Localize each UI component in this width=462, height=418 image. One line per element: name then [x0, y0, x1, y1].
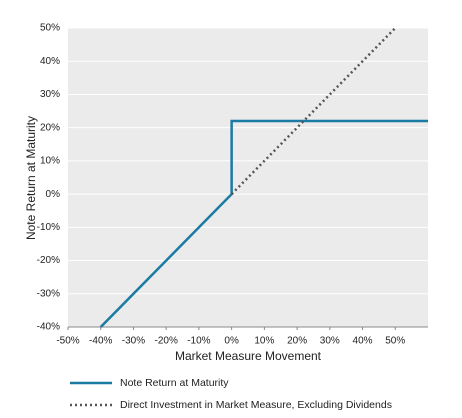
x-tick-label: 30%	[320, 336, 340, 347]
y-tick-label: 40%	[40, 56, 60, 67]
legend-label: Direct Investment in Market Measure, Exc…	[120, 399, 392, 411]
x-tick-label: -40%	[89, 336, 112, 347]
y-tick-label: 20%	[40, 122, 60, 133]
y-tick-label: -30%	[37, 288, 60, 299]
plot-area	[68, 28, 428, 327]
legend-label: Note Return at Maturity	[120, 377, 229, 389]
x-tick-label: 20%	[287, 336, 307, 347]
y-tick-label: -40%	[37, 322, 60, 333]
x-tick-label: -20%	[155, 336, 178, 347]
y-axis-title: Note Return at Maturity	[24, 116, 38, 240]
x-tick-label: 40%	[353, 336, 373, 347]
x-axis-title: Market Measure Movement	[175, 349, 322, 363]
series-line	[99, 119, 428, 328]
x-tick-label: -30%	[122, 336, 145, 347]
y-tick-label: 10%	[40, 156, 60, 167]
series-line	[230, 27, 397, 195]
y-tick-label: -20%	[37, 255, 60, 266]
y-tick-label: -10%	[37, 222, 60, 233]
x-tick-label: 50%	[385, 336, 405, 347]
x-tick-label: 10%	[254, 336, 274, 347]
y-tick-label: 30%	[40, 89, 60, 100]
x-tick-label: -50%	[56, 336, 79, 347]
y-tick-label: 50%	[40, 23, 60, 34]
x-tick-label: 0%	[224, 336, 239, 347]
x-tick-label: -10%	[187, 336, 210, 347]
y-tick-label: 0%	[46, 189, 61, 200]
